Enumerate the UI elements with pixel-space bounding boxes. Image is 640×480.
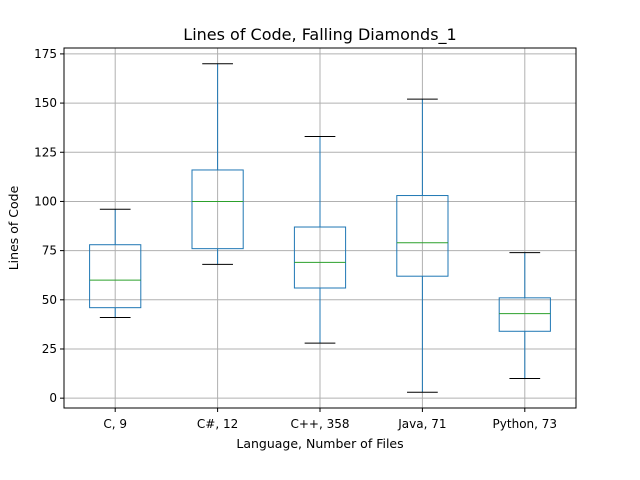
y-tick-label: 150 [34,96,57,110]
y-tick-label: 100 [34,194,57,208]
box-1 [89,208,142,319]
box-3 [293,136,347,344]
iqr-box [191,169,244,250]
x-tick-label: C, 9 [103,417,127,431]
x-tick-label: C#, 12 [197,417,238,431]
grid-lines [64,48,576,408]
y-tick-label: 125 [34,145,57,159]
y-tick-label: 0 [49,391,57,405]
iqr-box [498,297,551,332]
y-tick-label: 75 [42,244,57,258]
x-tick-label: Java, 71 [397,417,446,431]
x-axis-label: Language, Number of Files [236,436,403,451]
y-tick-label: 25 [42,342,57,356]
iqr-box [89,244,142,309]
x-tick-label: C++, 358 [290,417,349,431]
y-tick-label: 175 [34,47,57,61]
boxes [89,63,551,393]
axis-ticks: 0 25 50 75 100 125 150 175 C, 9 C#, 12 C++, 358 Jav… [34,47,557,431]
box-5 [498,252,551,379]
y-axis-label: Lines of Code [6,185,21,270]
iqr-box [293,226,347,289]
box-4 [396,98,449,393]
chart-title: Lines of Code, Falling Diamonds_1 [183,25,456,45]
iqr-box [396,195,449,277]
box-2 [191,63,244,265]
y-tick-label: 50 [42,293,57,307]
x-tick-label: Python, 73 [493,417,558,431]
